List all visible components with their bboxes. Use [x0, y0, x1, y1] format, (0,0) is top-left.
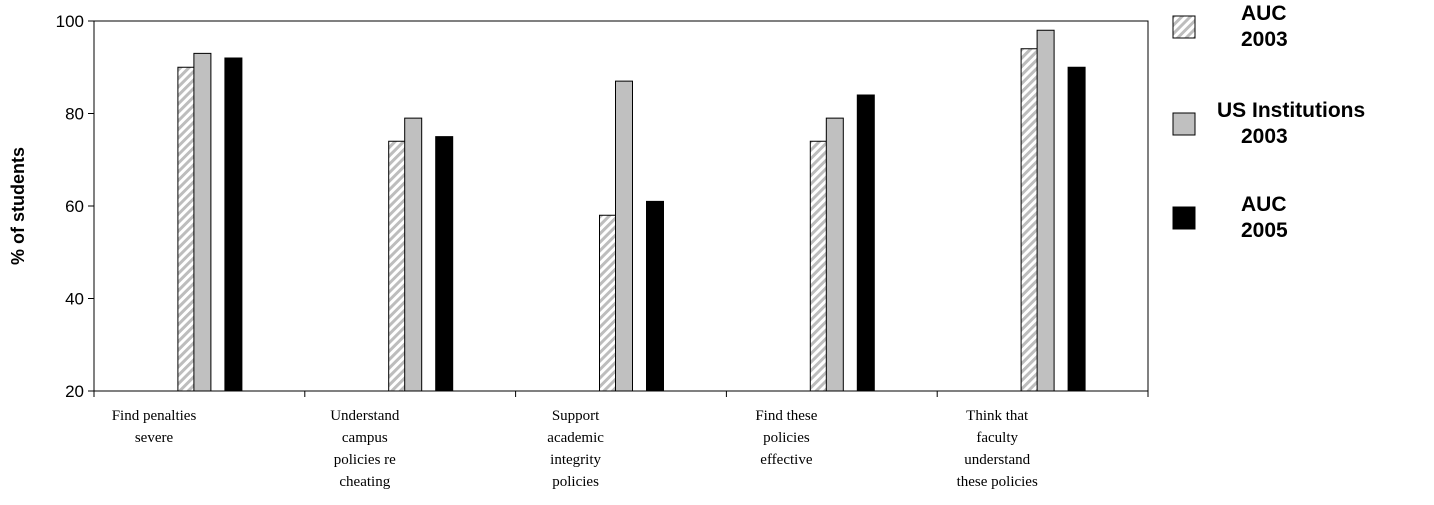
y-tick-label: 40 — [65, 290, 84, 309]
legend-label: US Institutions 2003 — [1217, 99, 1365, 148]
legend-swatch — [1172, 206, 1196, 230]
bar — [809, 140, 828, 392]
bar — [388, 140, 407, 392]
y-tick-label: 20 — [65, 382, 84, 401]
bar — [615, 80, 633, 392]
legend-label: AUC 2003 — [1241, 2, 1288, 51]
bar — [435, 136, 454, 392]
bar — [1036, 29, 1055, 392]
legend-swatch — [1172, 112, 1196, 136]
plot-area: 20 40 60 80 100 % of students Find penalties se… — [8, 12, 1149, 490]
y-tick-label: 100 — [56, 12, 84, 31]
x-category-label: Find these policies effective — [755, 408, 817, 468]
x-category-label: Think that faculty understand these policie… — [957, 408, 1038, 490]
legend-label: AUC 2005 — [1241, 193, 1288, 242]
bar — [825, 117, 844, 392]
x-category-label: Understand campus policies re cheating — [330, 408, 400, 490]
y-tick-label: 60 — [65, 197, 84, 216]
bar — [177, 66, 196, 392]
bar — [1067, 66, 1086, 392]
y-axis-title: % of students — [8, 147, 28, 265]
bar — [856, 94, 875, 392]
x-category-label: Support academic integrity policies — [547, 408, 604, 490]
bar — [193, 52, 212, 392]
bar — [224, 57, 243, 392]
x-category-label: Find penalties severe — [112, 408, 197, 446]
bar — [1020, 48, 1039, 392]
bar — [599, 214, 617, 392]
legend-swatch — [1172, 15, 1196, 39]
legend: AUC 2003 US Institutions 2003 AUC 2005 — [1172, 2, 1365, 242]
bar — [404, 117, 423, 392]
y-tick-label: 80 — [65, 105, 84, 124]
bar — [646, 200, 664, 392]
